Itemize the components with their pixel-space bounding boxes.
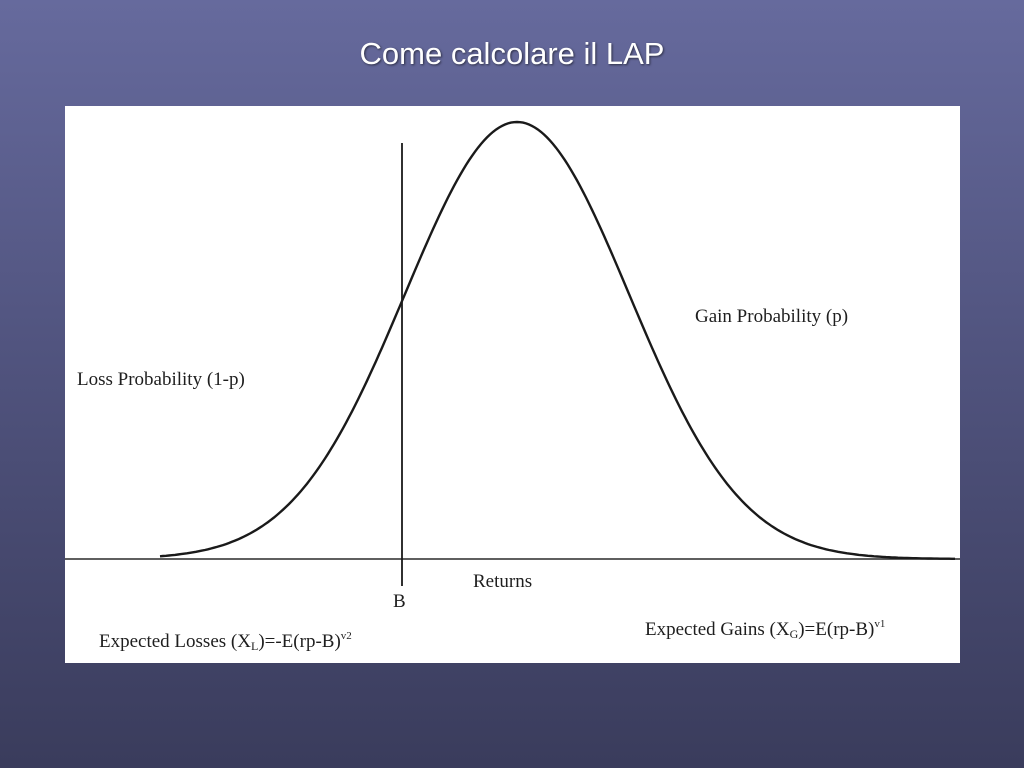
expected-losses-subscript: L [250,639,259,653]
expected-losses-prefix: Expected Losses (X [99,631,251,652]
expected-gains-prefix: Expected Gains (X [645,619,790,640]
slide-title: Come calcolare il LAP [359,36,665,71]
returns-axis-label: Returns [473,571,533,592]
loss-probability-label: Loss Probability (1-p) [77,369,245,390]
expected-losses-suffix: )=-E(rp-B) [258,631,341,652]
figure-panel: Loss Probability (1-p) Gain Probability … [65,106,960,663]
expected-gains-subscript: G [789,627,799,641]
threshold-b-label: B [393,591,406,612]
expected-gains-suffix: )=E(rp-B) [798,619,875,640]
expected-gains-formula: Expected Gains (XG)=E(rp-B)v1 [645,618,885,642]
distribution-diagram [65,120,960,586]
expected-gains-superscript: v1 [874,618,886,630]
expected-losses-formula: Expected Losses (XL)=-E(rp-B)v2 [99,630,352,654]
expected-losses-superscript: v2 [340,630,352,642]
bell-curve [159,120,955,560]
gain-probability-label: Gain Probability (p) [695,306,849,327]
